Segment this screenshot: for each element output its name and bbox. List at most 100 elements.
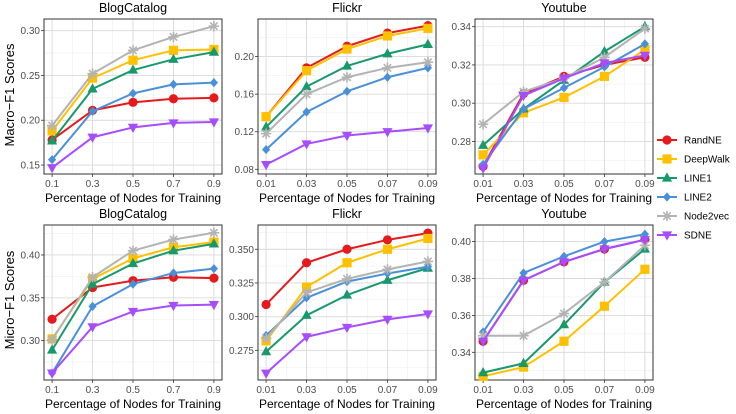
x-tick-label: 0.7 bbox=[167, 385, 181, 396]
point-line2 bbox=[302, 107, 311, 117]
point-node2vec bbox=[518, 330, 529, 341]
panel-title: Youtube bbox=[541, 1, 586, 15]
x-tick-label: 0.01 bbox=[256, 179, 276, 190]
series-deepwalk bbox=[478, 264, 650, 381]
point-node2vec bbox=[46, 334, 58, 345]
panel-macro-flickr: Flickr 0.08 0.12 0.16 0.20 0.01 0.03 0.05 0.07 0.… bbox=[235, 1, 439, 205]
point-line1 bbox=[558, 319, 570, 329]
point-node2vec bbox=[301, 88, 312, 100]
x-tick-label: 0.7 bbox=[167, 179, 181, 190]
y-tick-label: 0.36 bbox=[452, 311, 472, 322]
x-tick-label: 0.05 bbox=[554, 385, 574, 396]
panel-macro-youtube: Youtube 0.28 0.30 0.32 0.34 0.01 0.03 0.05 0.07 0… bbox=[452, 1, 656, 205]
point-randne bbox=[342, 244, 352, 254]
series-node2vec bbox=[260, 57, 434, 139]
legend-label: RandNE bbox=[684, 136, 722, 147]
point-deepwalk bbox=[518, 362, 529, 372]
series-line1 bbox=[46, 46, 220, 145]
y-tick-label: 0.40 bbox=[21, 250, 41, 261]
y-tick-label: 0.325 bbox=[229, 278, 254, 289]
point-node2vec bbox=[422, 57, 434, 68]
point-sdne bbox=[168, 119, 179, 129]
point-deepwalk bbox=[423, 23, 433, 33]
legend-item-sdne: SDNE bbox=[657, 231, 712, 242]
series-line1 bbox=[260, 262, 434, 356]
point-line2 bbox=[169, 79, 178, 90]
x-tick-label: 0.07 bbox=[378, 179, 398, 190]
point-line1 bbox=[87, 278, 98, 288]
series-sdne bbox=[46, 301, 220, 379]
point-line1 bbox=[168, 245, 179, 255]
point-deepwalk bbox=[382, 244, 393, 254]
point-line1 bbox=[260, 121, 272, 131]
series-line1 bbox=[260, 38, 434, 131]
series-line2 bbox=[478, 39, 650, 170]
series-line2 bbox=[261, 63, 433, 155]
point-sdne bbox=[341, 323, 353, 334]
x-tick-label: 0.9 bbox=[207, 385, 221, 396]
point-line1 bbox=[208, 238, 220, 248]
point-node2vec bbox=[558, 308, 570, 319]
point-deepwalk bbox=[423, 233, 433, 244]
x-tick-label: 0.5 bbox=[126, 179, 140, 190]
panel-title: Flickr bbox=[332, 1, 362, 15]
panel-micro-flickr: Flickr 0.275 0.300 0.325 0.350 0.01 0.03 0.05 0.… bbox=[229, 207, 438, 411]
point-sdne bbox=[518, 276, 529, 286]
point-line1 bbox=[341, 60, 353, 70]
series-line1 bbox=[46, 238, 220, 354]
point-node2vec bbox=[477, 119, 489, 130]
point-sdne bbox=[382, 128, 393, 138]
point-line1 bbox=[208, 46, 220, 56]
y-tick-label: 0.32 bbox=[452, 60, 472, 71]
point-node2vec bbox=[46, 120, 58, 131]
x-axis-label: Percentage of Nodes for Training bbox=[476, 191, 652, 205]
point-node2vec bbox=[422, 256, 434, 267]
point-line2 bbox=[423, 63, 433, 73]
point-node2vec bbox=[168, 234, 179, 245]
point-sdne bbox=[477, 337, 489, 347]
point-deepwalk bbox=[301, 66, 312, 76]
point-line1 bbox=[382, 274, 393, 284]
y-tick-label: 0.20 bbox=[235, 52, 255, 63]
x-axis-label: Percentage of Nodes for Training bbox=[259, 191, 435, 205]
point-line2 bbox=[383, 72, 392, 82]
point-line2 bbox=[519, 268, 528, 278]
y-tick-label: 0.15 bbox=[21, 161, 41, 172]
point-node2vec bbox=[168, 31, 179, 43]
point-line2 bbox=[519, 104, 528, 114]
series-deepwalk bbox=[261, 23, 433, 122]
series-sdne bbox=[477, 236, 651, 347]
legend-item-line2: LINE2 bbox=[657, 192, 712, 204]
x-tick-label: 0.09 bbox=[635, 385, 655, 396]
series-line2 bbox=[478, 229, 650, 337]
panel-title: BlogCatalog bbox=[99, 207, 167, 221]
legend-item-line1: LINE1 bbox=[657, 172, 712, 185]
point-line1 bbox=[477, 139, 489, 149]
x-tick-label: 0.05 bbox=[554, 179, 574, 190]
point-deepwalk bbox=[47, 126, 57, 136]
point-line2 bbox=[261, 144, 271, 155]
point-line2 bbox=[559, 83, 569, 93]
point-deepwalk bbox=[599, 301, 610, 311]
x-tick-label: 0.9 bbox=[207, 179, 221, 190]
x-tick-label: 0.09 bbox=[418, 385, 438, 396]
point-sdne bbox=[46, 369, 58, 379]
x-axis-label: Percentage of Nodes for Training bbox=[476, 397, 652, 411]
legend-label: Node2vec bbox=[684, 212, 729, 223]
point-sdne bbox=[558, 74, 570, 84]
point-node2vec bbox=[260, 128, 272, 139]
point-deepwalk bbox=[559, 336, 569, 346]
y-tick-label: 0.350 bbox=[229, 245, 254, 256]
point-line1 bbox=[168, 53, 179, 63]
point-line2 bbox=[88, 301, 97, 311]
point-line2 bbox=[478, 159, 488, 170]
y-tick-label: 0.12 bbox=[235, 127, 255, 138]
point-sdne bbox=[168, 301, 179, 312]
point-line1 bbox=[301, 309, 312, 319]
panel-title: Youtube bbox=[541, 207, 586, 221]
x-tick-label: 0.1 bbox=[45, 385, 59, 396]
point-randne bbox=[209, 93, 219, 103]
point-line2 bbox=[169, 268, 178, 278]
point-line1 bbox=[127, 64, 139, 74]
